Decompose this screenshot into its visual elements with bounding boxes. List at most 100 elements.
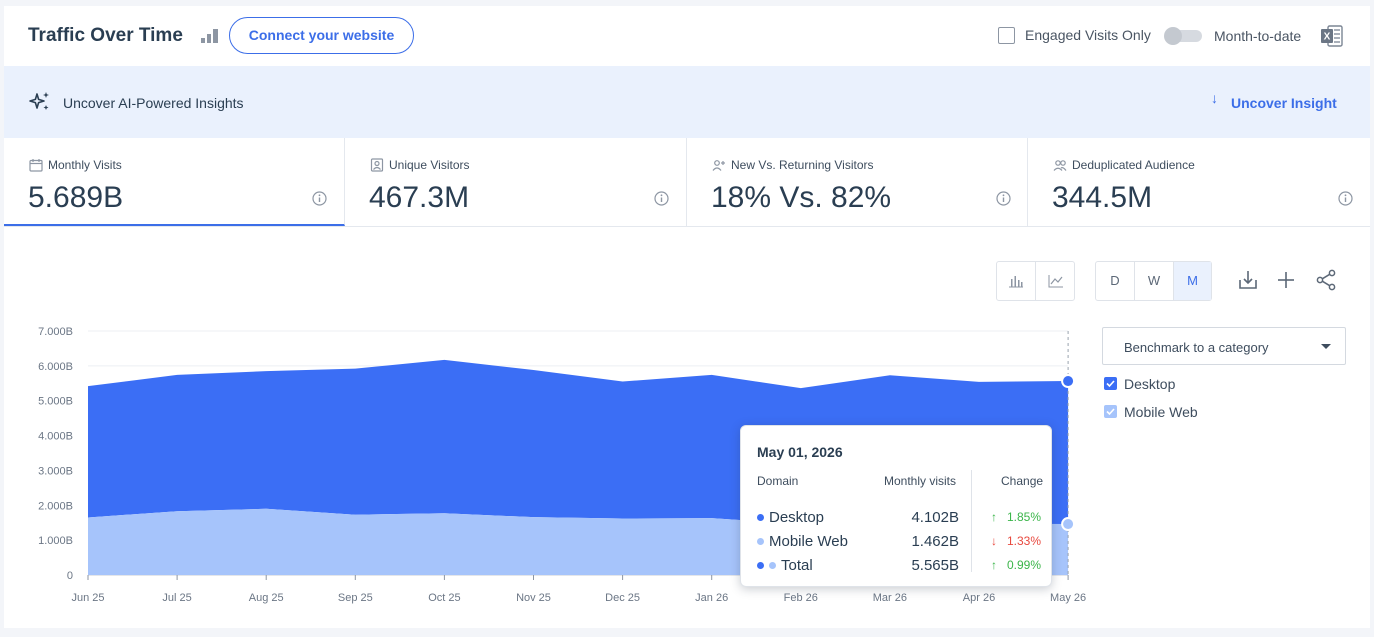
page-title: Traffic Over Time xyxy=(28,25,183,46)
x-tick-label: Mar 26 xyxy=(873,592,907,604)
toggle-knob xyxy=(1164,27,1182,45)
info-icon[interactable] xyxy=(996,191,1011,206)
metric-value: 467.3M xyxy=(369,181,470,214)
metric-deduplicated-audience[interactable]: Deduplicated Audience 344.5M xyxy=(1028,138,1370,226)
x-tick-label: Apr 26 xyxy=(963,592,995,604)
banner-text: Uncover AI-Powered Insights xyxy=(63,95,244,111)
metric-value: 18% Vs. 82% xyxy=(711,181,892,214)
tooltip-row-name: Total xyxy=(781,557,813,574)
metric-value: 344.5M xyxy=(1052,181,1153,214)
tooltip-row-name: Mobile Web xyxy=(769,533,848,550)
connect-website-button[interactable]: Connect your website xyxy=(229,17,414,54)
y-tick-label: 2.000B xyxy=(38,500,73,512)
checkbox-checked-icon xyxy=(1104,377,1117,390)
x-tick-label: Oct 25 xyxy=(428,592,460,604)
change-value: 1.85% xyxy=(1007,510,1042,524)
legend-label: Desktop xyxy=(1124,376,1176,392)
tooltip-row-total: Total 5.565B ↑ 0.99% xyxy=(741,557,1053,575)
series-dot xyxy=(757,538,764,545)
tooltip-col-change: Change xyxy=(1001,474,1044,488)
y-tick-label: 3.000B xyxy=(38,465,73,477)
person-icon xyxy=(370,158,384,172)
granularity-group: D W M xyxy=(1095,261,1212,301)
tooltip-row-change: ↑ 0.99% xyxy=(991,558,1041,572)
x-tick-label: Aug 25 xyxy=(249,592,284,604)
y-tick-label: 6.000B xyxy=(38,361,73,373)
change-value: 0.99% xyxy=(1007,558,1042,572)
add-icon[interactable] xyxy=(1275,269,1297,291)
series-dot xyxy=(757,514,764,521)
series-dot xyxy=(769,562,776,569)
line-chart-button[interactable] xyxy=(1036,262,1075,300)
tooltip-row-desktop: Desktop 4.102B ↑ 1.85% xyxy=(741,509,1053,527)
card-header: Traffic Over Time Connect your website E… xyxy=(4,6,1370,66)
ai-insights-banner: Uncover AI-Powered Insights ↓ Uncover In… xyxy=(4,66,1370,138)
share-icon[interactable] xyxy=(1315,269,1337,291)
tooltip-row-change: ↓ 1.33% xyxy=(991,534,1041,548)
x-tick-label: Dec 25 xyxy=(605,592,640,604)
x-tick-label: Jan 26 xyxy=(695,592,728,604)
people-icon xyxy=(1053,160,1067,171)
traffic-card: Traffic Over Time Connect your website E… xyxy=(4,6,1370,628)
y-tick-label: 1.000B xyxy=(38,535,73,547)
excel-export-icon[interactable]: X xyxy=(1320,24,1344,48)
engaged-visits-checkbox[interactable] xyxy=(998,27,1015,44)
arrow-up-icon: ↑ xyxy=(991,558,997,572)
metrics-row: Monthly Visits 5.689B Unique Visitors 46… xyxy=(4,138,1370,227)
bar-chart-button[interactable] xyxy=(997,262,1036,300)
tooltip-row-change: ↑ 1.85% xyxy=(991,510,1041,524)
x-tick-label: Jun 25 xyxy=(71,592,104,604)
info-icon[interactable] xyxy=(654,191,669,206)
change-value: 1.33% xyxy=(1007,534,1042,548)
y-tick-label: 7.000B xyxy=(38,326,73,338)
tooltip-row-value: 4.102B xyxy=(911,509,959,526)
info-icon[interactable] xyxy=(312,191,327,206)
month-to-date-label: Month-to-date xyxy=(1214,28,1302,44)
line-chart-icon xyxy=(1048,275,1063,288)
granularity-month-button[interactable]: M xyxy=(1174,262,1211,300)
benchmark-label: Benchmark to a category xyxy=(1124,340,1269,355)
x-tick-label: Jul 25 xyxy=(162,592,191,604)
x-tick-label: Feb 26 xyxy=(784,592,818,604)
mobile-web-point xyxy=(1061,517,1076,532)
uncover-insight-link[interactable]: Uncover Insight xyxy=(1231,95,1337,111)
metric-label: Monthly Visits xyxy=(48,158,122,172)
engaged-visits-label: Engaged Visits Only xyxy=(1025,27,1151,43)
granularity-day-button[interactable]: D xyxy=(1096,262,1135,300)
info-icon[interactable] xyxy=(1338,191,1353,206)
arrow-down-icon: ↓ xyxy=(1211,90,1218,106)
tooltip-col-domain: Domain xyxy=(757,474,799,488)
metric-label: Unique Visitors xyxy=(389,158,470,172)
benchmark-dropdown[interactable]: Benchmark to a category xyxy=(1102,327,1346,365)
tooltip-row-name: Desktop xyxy=(769,509,825,526)
metric-label: New Vs. Returning Visitors xyxy=(731,158,874,172)
checkbox-checked-icon xyxy=(1104,405,1117,418)
series-dot xyxy=(757,562,764,569)
tooltip-row-mobile: Mobile Web 1.462B ↓ 1.33% xyxy=(741,533,1053,551)
metric-value: 5.689B xyxy=(28,181,124,214)
sparkle-icon xyxy=(29,92,49,110)
arrow-down-icon: ↓ xyxy=(991,534,997,548)
rank-bars-icon xyxy=(201,29,218,43)
tooltip-divider xyxy=(971,470,972,572)
y-tick-label: 4.000B xyxy=(38,431,73,443)
tooltip-row-value: 5.565B xyxy=(911,557,959,574)
metric-new-vs-returning[interactable]: New Vs. Returning Visitors 18% Vs. 82% xyxy=(687,138,1028,226)
granularity-week-button[interactable]: W xyxy=(1135,262,1174,300)
metric-unique-visitors[interactable]: Unique Visitors 467.3M xyxy=(345,138,687,226)
arrow-up-icon: ↑ xyxy=(991,510,997,524)
y-tick-label: 0 xyxy=(67,570,73,582)
legend-label: Mobile Web xyxy=(1124,404,1198,420)
month-to-date-toggle[interactable] xyxy=(1164,27,1202,45)
calendar-icon xyxy=(29,159,43,172)
x-tick-label: Sep 25 xyxy=(338,592,373,604)
download-icon[interactable] xyxy=(1237,269,1259,291)
svg-text:X: X xyxy=(1324,32,1331,43)
x-tick-label: May 26 xyxy=(1050,592,1086,604)
desktop-point xyxy=(1061,374,1076,389)
metric-monthly-visits[interactable]: Monthly Visits 5.689B xyxy=(4,138,345,226)
metric-label: Deduplicated Audience xyxy=(1072,158,1195,172)
y-tick-label: 5.000B xyxy=(38,396,73,408)
chart-tooltip: May 01, 2026 Domain Monthly visits Chang… xyxy=(740,425,1052,587)
x-tick-label: Nov 25 xyxy=(516,592,551,604)
